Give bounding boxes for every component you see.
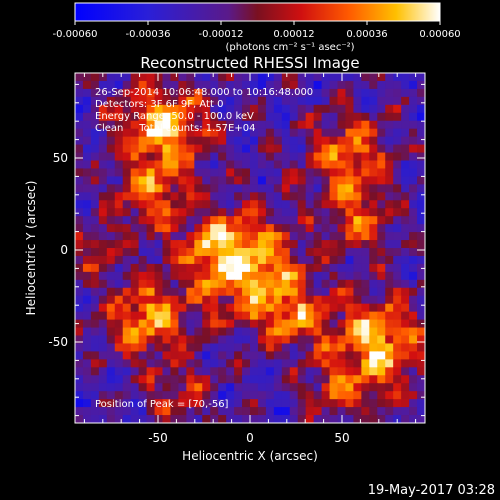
colorbar-unit-label: (photons cm⁻² s⁻¹ asec⁻²) [225,42,354,53]
x-tick-label: 50 [334,431,349,445]
colorbar-tick-label: -0.00012 [199,29,244,40]
axis-ticks [75,73,425,423]
generation-timestamp: 19-May-2017 03:28 [368,483,495,498]
colorbar-tick-label: 0.00036 [346,29,387,40]
colorbar-tick-label: -0.00060 [53,29,98,40]
x-tick-label: -50 [148,431,168,445]
info-line: Clean Total counts: 1.57E+04 [95,123,255,134]
y-axis-label: Heliocentric Y (arcsec) [24,181,38,316]
x-tick-label: 0 [246,431,254,445]
peak-position-label: Position of Peak = [70,-56] [95,399,229,410]
colorbar-tick-label: 0.00012 [273,29,314,40]
colorbar-ticks: -0.00060 -0.00036 -0.00012 0.00012 0.00036 0.… [53,21,461,40]
y-tick-label: 0 [60,243,68,257]
y-tick-label: 50 [53,151,68,165]
y-tick-label: -50 [48,335,68,349]
observation-info: 26-Sep-2014 10:06:48.000 to 10:16:48.000… [95,87,313,134]
colorbar-tick-label: 0.00060 [419,29,460,40]
reconstructed-image [75,73,425,423]
colorbar [74,2,441,22]
x-axis-label: Heliocentric X (arcsec) [182,449,318,463]
plot-title: Reconstructed RHESSI Image [140,54,359,72]
colorbar-tick-label: -0.00036 [126,29,171,40]
info-line: 26-Sep-2014 10:06:48.000 to 10:16:48.000 [95,87,313,98]
info-line: Energy Range: 50.0 - 100.0 keV [95,111,254,122]
info-line: Detectors: 3F 6F 9F, Att 0 [95,99,223,110]
